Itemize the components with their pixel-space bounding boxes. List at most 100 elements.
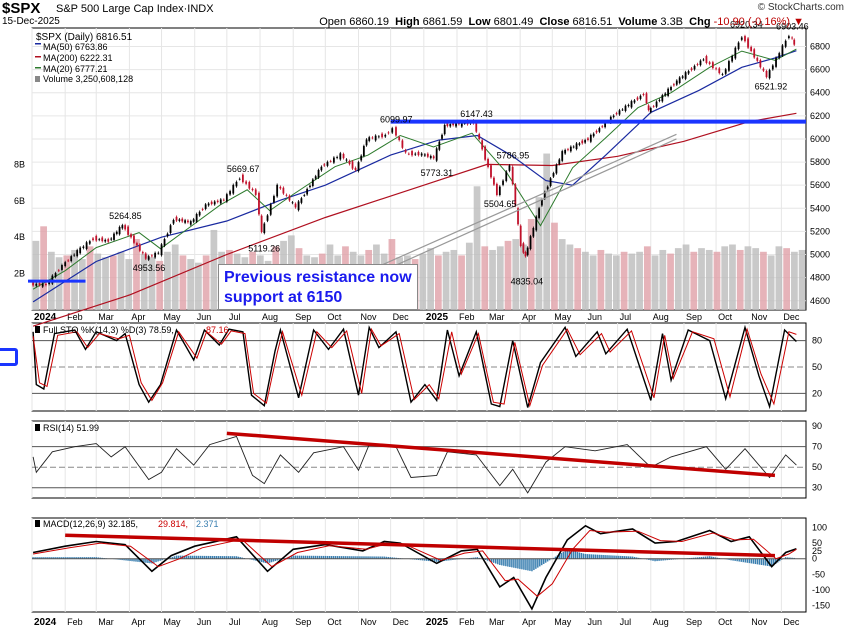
price-candle-body xyxy=(189,221,192,225)
price-candle-body xyxy=(762,68,765,71)
price-annotation: 4835.04 xyxy=(511,277,544,287)
ma200-legend-swatch xyxy=(35,56,41,58)
volume-bar xyxy=(458,255,465,310)
price-candle-body xyxy=(552,173,555,177)
x-tick-label-top: Jul xyxy=(620,312,632,322)
price-candle-body xyxy=(311,179,314,187)
x-tick-label-bottom: Apr xyxy=(131,617,145,627)
price-candle-body xyxy=(124,225,127,230)
macd-series-line xyxy=(32,524,797,611)
price-candle-body xyxy=(38,283,41,286)
price-candle-body xyxy=(589,134,592,142)
main-title: $SPX (Daily) 6816.51 xyxy=(36,32,133,43)
price-candle-body xyxy=(395,127,397,136)
price-candle-body xyxy=(213,201,216,205)
macd-series-line xyxy=(33,529,797,597)
price-candle-body xyxy=(787,36,790,39)
price-candle-body xyxy=(113,233,115,240)
price-candle-body xyxy=(172,219,175,224)
price-candle-body xyxy=(508,165,511,171)
chart-date: 15-Dec-2025 xyxy=(2,16,60,27)
price-annotation: 5669.67 xyxy=(227,164,260,174)
price-candle-body xyxy=(82,246,85,248)
volume-bar xyxy=(520,244,527,310)
price-candle-body xyxy=(130,234,132,238)
panel-frame-macd xyxy=(31,517,807,613)
macd-tick-label: 25 xyxy=(812,546,822,556)
price-candle-body xyxy=(502,180,504,185)
price-tick-label: 4800 xyxy=(810,273,830,283)
price-candle-body xyxy=(423,154,426,156)
price-candle-body xyxy=(166,233,169,237)
price-candle-body xyxy=(222,199,225,201)
volume-bar xyxy=(744,246,752,310)
price-tick-label: 5200 xyxy=(810,226,830,236)
price-candle-body xyxy=(138,244,141,251)
volume-bar xyxy=(775,246,783,310)
price-candle-body xyxy=(41,283,44,287)
open-value: 6860.19 xyxy=(349,16,389,28)
x-tick-label-bottom: May xyxy=(164,617,182,627)
price-candle-body xyxy=(225,194,228,202)
price-candle-body xyxy=(57,270,60,272)
volume-bar xyxy=(791,251,798,310)
callout-line-2: support at 6150 xyxy=(224,289,343,306)
volume-bar xyxy=(202,255,210,310)
price-candle-body xyxy=(449,124,452,127)
index-description: S&P 500 Large Cap Index·INDX xyxy=(56,3,214,15)
price-candle-body xyxy=(104,239,107,242)
price-candle-body xyxy=(121,225,124,229)
rsi-series-line xyxy=(32,435,797,494)
rsi-tick-label: 30 xyxy=(812,483,822,493)
price-candle-body xyxy=(721,74,724,75)
price-annotation: 6099.97 xyxy=(380,114,413,124)
price-candle-body xyxy=(604,122,606,128)
price-candle-body xyxy=(618,110,621,115)
x-tick-label-top: Dec xyxy=(783,312,800,322)
price-candle-body xyxy=(696,64,699,65)
price-candle-body xyxy=(793,39,796,45)
price-candle-body xyxy=(420,153,423,156)
price-candle-body xyxy=(526,247,529,256)
price-annotation: 6147.43 xyxy=(460,109,493,119)
x-tick-label-bottom: Dec xyxy=(393,617,410,627)
price-candle-body xyxy=(195,214,198,222)
x-tick-label-top: Aug xyxy=(262,312,278,322)
price-candle-body xyxy=(737,42,740,50)
price-candle-body xyxy=(169,225,172,234)
price-candle-body xyxy=(549,178,552,187)
left-edge-marker xyxy=(0,348,18,366)
price-candle-body xyxy=(475,121,478,132)
price-candle-body xyxy=(241,174,244,183)
price-candle-body xyxy=(441,134,443,139)
macd-tick-label: -100 xyxy=(812,585,830,595)
price-candle-body xyxy=(584,140,587,143)
price-candle-body xyxy=(649,108,652,113)
x-tick-label-top: May xyxy=(554,312,572,322)
price-candle-body xyxy=(92,238,94,241)
price-candle-body xyxy=(438,141,441,150)
price-candle-body xyxy=(633,100,636,103)
volume-bar xyxy=(674,248,682,310)
price-candle-body xyxy=(567,149,569,151)
price-candle-body xyxy=(357,162,360,172)
price-candle-body xyxy=(522,243,525,253)
price-candle-body xyxy=(258,192,260,215)
price-candle-body xyxy=(371,137,374,139)
price-candle-body xyxy=(572,146,575,148)
volume-bar xyxy=(667,253,674,310)
price-candle-body xyxy=(238,178,241,180)
price-candle-body xyxy=(157,252,160,254)
price-candle-body xyxy=(70,256,73,262)
volume-bar xyxy=(574,248,582,310)
rsi-tick-label: 90 xyxy=(812,421,822,431)
price-candle-body xyxy=(141,252,144,254)
volume-bar xyxy=(620,251,628,310)
macd-tick-label: 50 xyxy=(812,538,822,548)
price-candle-body xyxy=(750,46,753,51)
x-tick-label-bottom: Mar xyxy=(98,617,114,627)
price-candle-body xyxy=(759,60,762,68)
price-candle-body xyxy=(744,36,746,42)
ma50-line xyxy=(32,50,797,303)
